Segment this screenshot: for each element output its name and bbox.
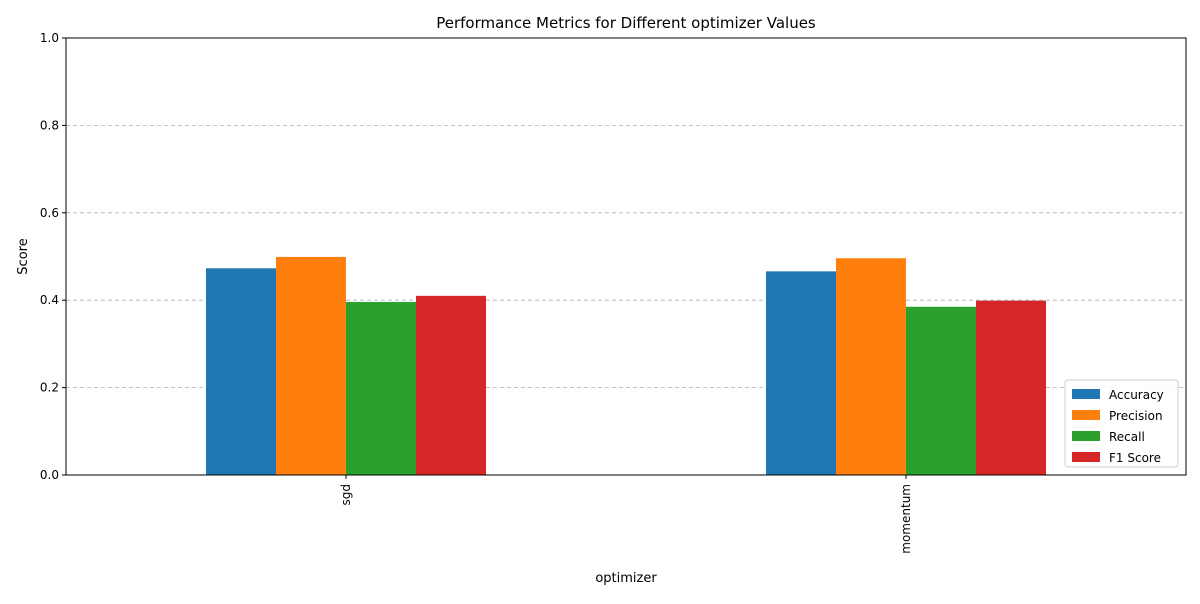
legend-label: Recall — [1109, 430, 1145, 444]
legend-label: F1 Score — [1109, 451, 1161, 465]
y-tick-label: 0.6 — [40, 206, 59, 220]
legend-swatch — [1072, 389, 1100, 399]
y-axis-label: Score — [16, 238, 31, 274]
legend-label: Accuracy — [1109, 388, 1164, 402]
axes — [65, 37, 1187, 476]
legend-swatch — [1072, 431, 1100, 441]
y-ticks: 0.0 0.2 0.4 0.6 0.8 1.0 — [40, 31, 66, 482]
plot-frame — [65, 37, 1187, 476]
bars — [206, 256, 1046, 475]
y-tick-label: 0.4 — [40, 293, 59, 307]
x-axis-label: optimizer — [595, 571, 657, 586]
x-ticks: sgd momentum — [339, 475, 913, 554]
y-tick-label: 1.0 — [40, 31, 59, 45]
bar-f1-score-momentum — [976, 300, 1046, 475]
y-tick-label: 0.2 — [40, 381, 59, 395]
x-tick-label: sgd — [339, 484, 353, 506]
bar-recall-sgd — [346, 301, 416, 475]
bar-accuracy-momentum — [766, 271, 836, 475]
legend-swatch — [1072, 452, 1100, 462]
bar-precision-sgd — [276, 256, 346, 475]
chart-title: Performance Metrics for Different optimi… — [436, 14, 816, 32]
bar-recall-momentum — [906, 306, 976, 475]
bar-precision-momentum — [836, 258, 906, 475]
y-tick-label: 0.8 — [40, 118, 59, 132]
legend-label: Precision — [1109, 409, 1163, 423]
legend-swatch — [1072, 410, 1100, 420]
bar-f1-score-sgd — [416, 295, 486, 475]
legend: Accuracy Precision Recall F1 Score — [1064, 379, 1179, 468]
legend-box — [1064, 379, 1179, 468]
bar-accuracy-sgd — [206, 268, 276, 475]
y-tick-label: 0.0 — [40, 468, 59, 482]
x-tick-label: momentum — [899, 484, 913, 554]
